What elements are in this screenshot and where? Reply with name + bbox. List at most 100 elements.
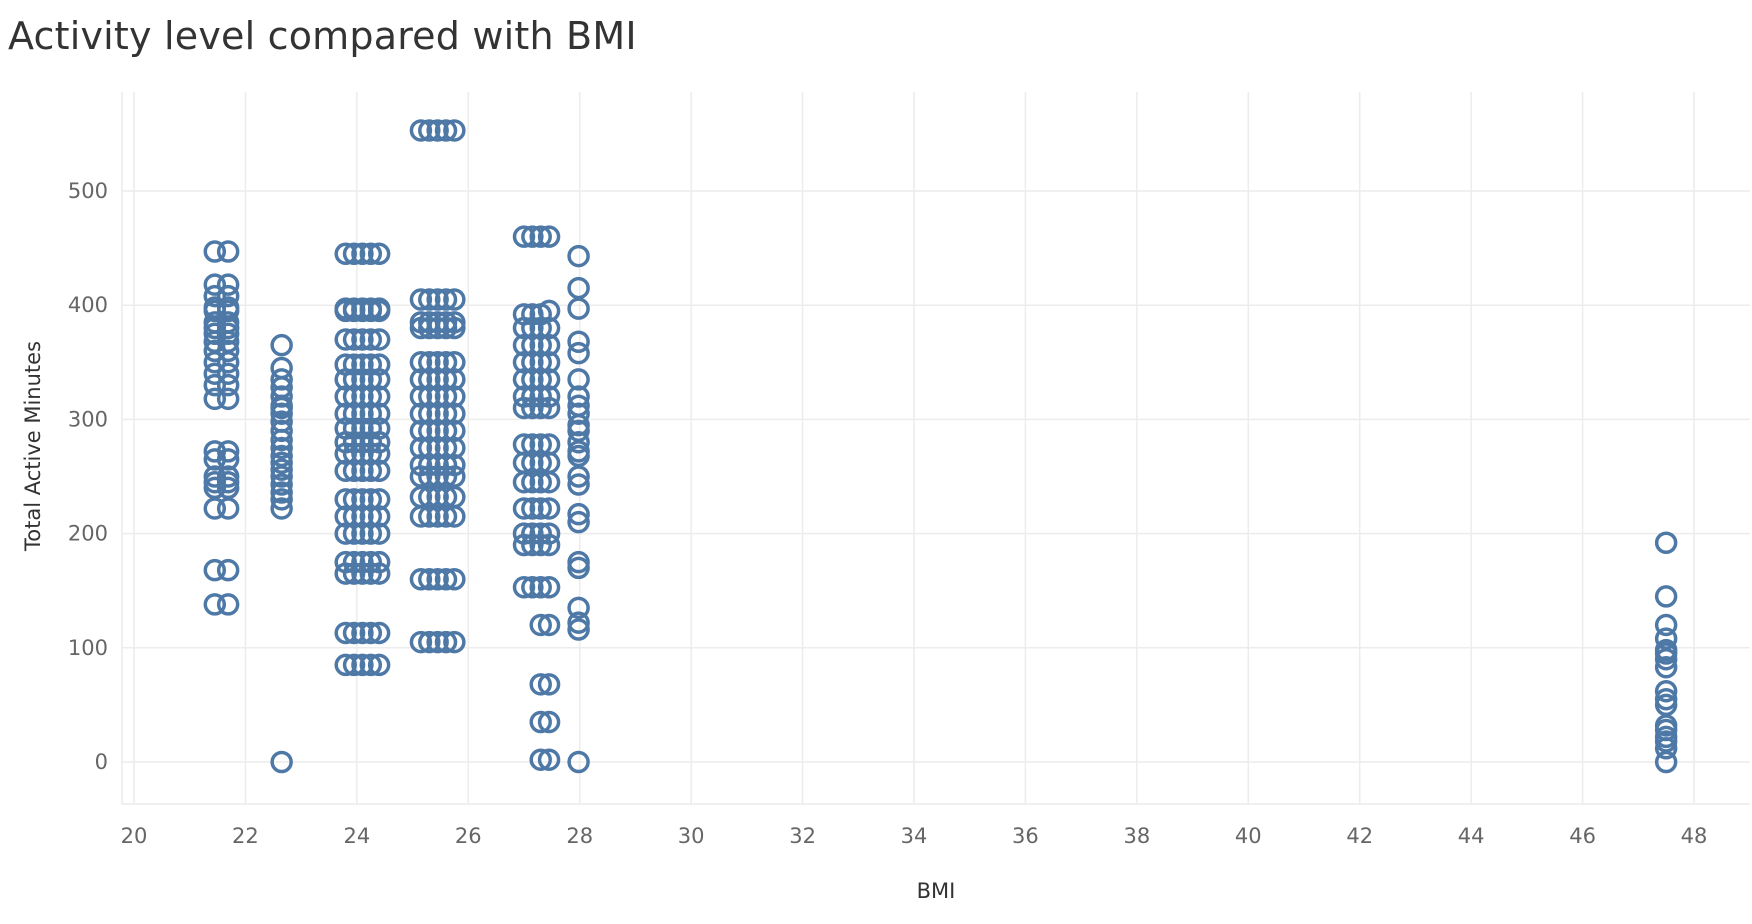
- data-point: [409, 419, 433, 443]
- data-point: [216, 240, 240, 263]
- data-point: [434, 288, 458, 311]
- data-point: [418, 505, 441, 528]
- data-point: [434, 436, 458, 460]
- data-point: [359, 299, 383, 323]
- data-point: [521, 225, 544, 248]
- data-point: [434, 505, 458, 528]
- x-tick-label: 20: [121, 824, 148, 848]
- data-point: [537, 613, 561, 637]
- data-point: [567, 368, 590, 391]
- x-tick-label: 42: [1346, 824, 1373, 848]
- data-point: [342, 505, 366, 528]
- data-point: [426, 436, 449, 460]
- data-point: [443, 316, 466, 340]
- data-point: [367, 442, 391, 465]
- data-point: [567, 750, 590, 774]
- data-point: [529, 497, 552, 520]
- data-point: [334, 505, 357, 528]
- data-point: [359, 459, 383, 483]
- data-point: [1654, 585, 1678, 608]
- data-point: [434, 402, 458, 425]
- chart-title: Activity level compared with BMI: [8, 14, 637, 58]
- data-point: [537, 533, 561, 557]
- data-point: [567, 465, 590, 488]
- data-point: [270, 481, 293, 504]
- data-point: [203, 497, 227, 520]
- data-point: [216, 497, 240, 520]
- data-point: [203, 299, 227, 323]
- data-point: [1654, 531, 1678, 554]
- data-point: [537, 351, 561, 374]
- data-point: [537, 299, 561, 323]
- data-point: [537, 748, 561, 771]
- data-point: [512, 368, 536, 391]
- x-tick-label: 48: [1681, 824, 1708, 848]
- data-point: [203, 373, 227, 397]
- data-point: [367, 653, 391, 677]
- data-point: [367, 385, 391, 408]
- data-point: [512, 316, 536, 340]
- data-point: [203, 273, 227, 296]
- data-point: [342, 653, 366, 677]
- data-point: [567, 430, 590, 454]
- data-point: [351, 328, 374, 351]
- data-point: [567, 473, 590, 496]
- data-point: [203, 284, 227, 308]
- data-point: [351, 442, 374, 465]
- data-point: [334, 442, 357, 465]
- data-point: [529, 351, 552, 374]
- data-point: [351, 459, 374, 483]
- data-point: [512, 533, 536, 557]
- data-point: [567, 510, 590, 534]
- x-tick-label: 30: [678, 824, 705, 848]
- data-point: [270, 333, 293, 357]
- data-point: [537, 710, 561, 734]
- x-axis-title: BMI: [917, 879, 956, 903]
- data-point: [426, 630, 449, 654]
- data-point: [567, 556, 590, 580]
- data-point: [443, 402, 466, 425]
- data-point: [567, 330, 590, 353]
- data-point: [434, 419, 458, 443]
- data-point: [529, 673, 552, 696]
- x-tick-label: 22: [232, 824, 259, 848]
- data-point: [529, 368, 552, 391]
- data-point: [537, 470, 561, 494]
- x-tick-label: 32: [789, 824, 816, 848]
- data-point: [334, 653, 357, 677]
- data-point: [409, 316, 433, 340]
- data-point: [537, 333, 561, 357]
- data-point: [418, 385, 441, 408]
- y-axis-title: Total Active Minutes: [21, 341, 45, 552]
- tick-labels: 20 22 24 26 28 30 32 34 36 38 40 42 44 46 48 0 100 200 300…: [68, 179, 1707, 848]
- data-point: [342, 459, 366, 483]
- data-point: [359, 242, 383, 266]
- data-point: [426, 351, 449, 374]
- data-point: [342, 299, 366, 323]
- data-point: [334, 459, 357, 483]
- data-point: [216, 448, 240, 471]
- data-point: [418, 368, 441, 391]
- data-point: [351, 621, 374, 645]
- data-point: [521, 351, 544, 374]
- data-point: [443, 385, 466, 408]
- data-point: [537, 576, 561, 599]
- data-point: [529, 396, 552, 420]
- data-point: [351, 505, 374, 528]
- data-point: [216, 387, 240, 411]
- data-point: [359, 385, 383, 408]
- data-point: [342, 621, 366, 645]
- x-tick-label: 34: [901, 824, 928, 848]
- data-point: [270, 419, 293, 443]
- data-point: [443, 419, 466, 443]
- data-point: [409, 368, 433, 391]
- data-point: [426, 316, 449, 340]
- y-tick-label: 0: [95, 750, 108, 774]
- y-tick-label: 400: [68, 293, 108, 317]
- data-point: [409, 568, 433, 591]
- data-point: [567, 611, 590, 634]
- data-point: [443, 351, 466, 374]
- data-point: [1654, 655, 1678, 679]
- data-point: [1654, 679, 1678, 703]
